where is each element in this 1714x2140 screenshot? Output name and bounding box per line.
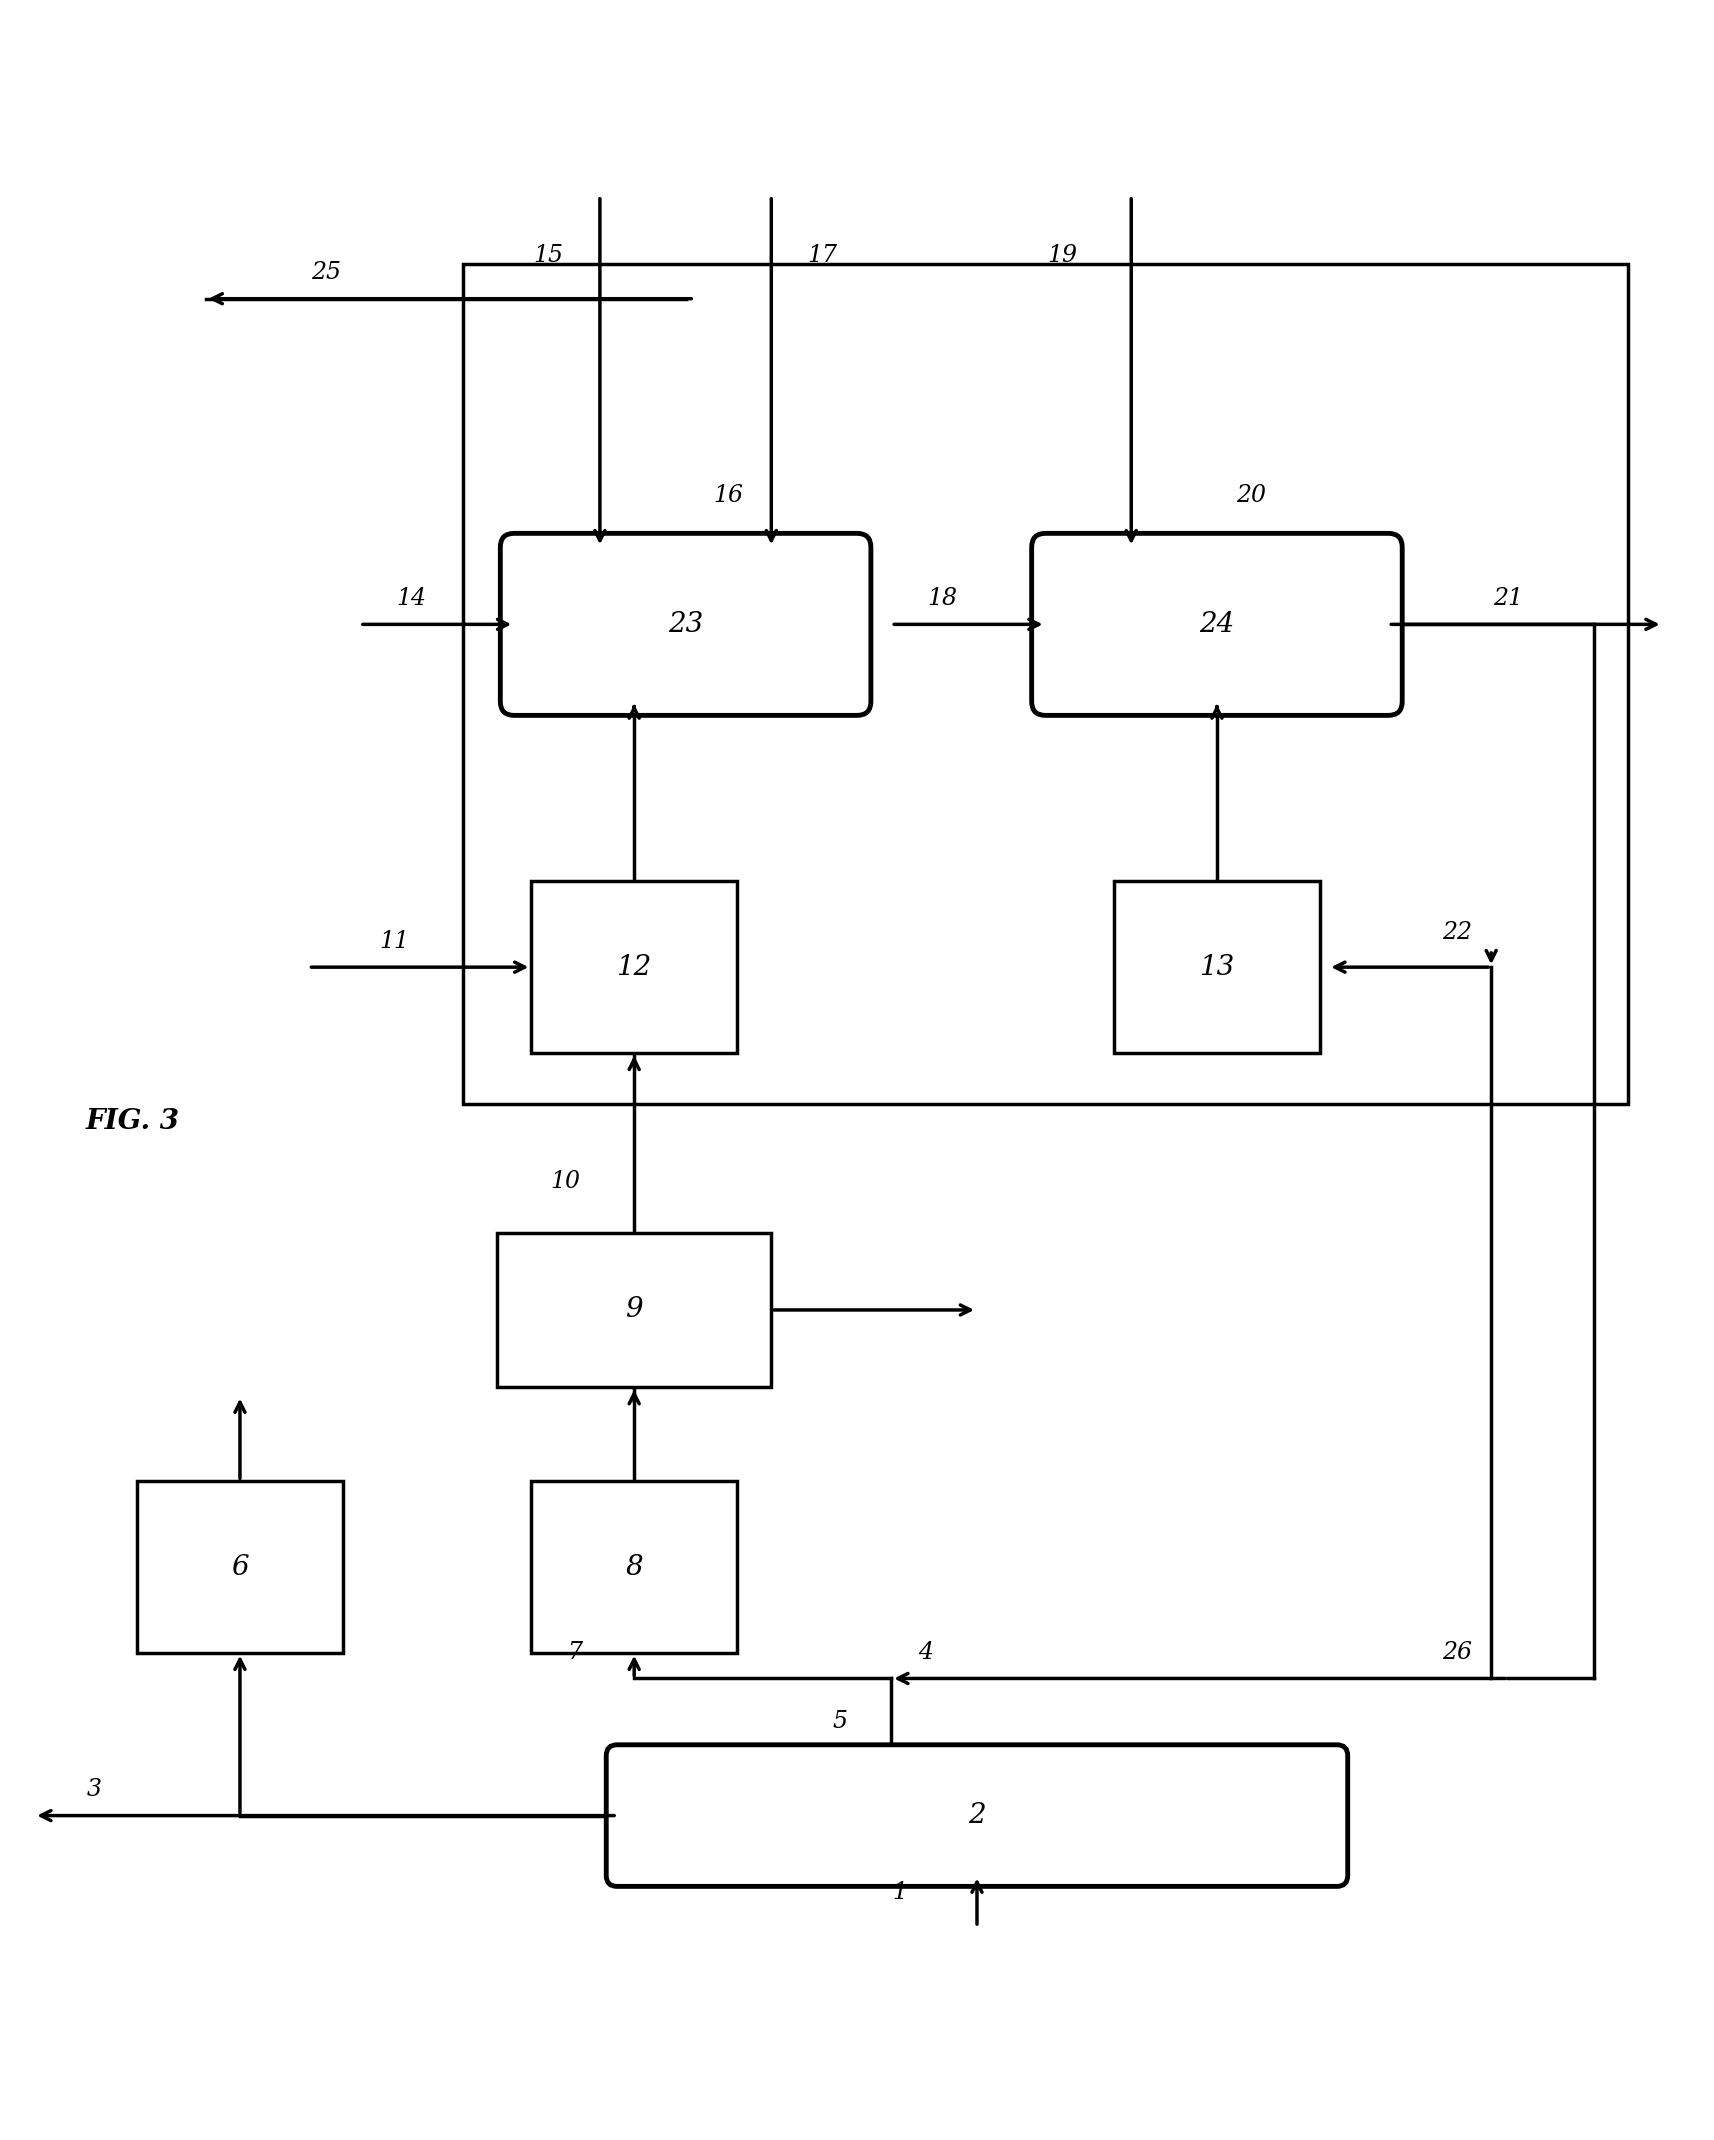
Text: 1: 1	[893, 1881, 907, 1905]
Text: 18: 18	[927, 586, 958, 610]
Text: 7: 7	[567, 1641, 581, 1665]
Text: 19: 19	[1047, 244, 1078, 268]
Bar	[137, 1481, 343, 1652]
Bar	[531, 1481, 737, 1652]
Text: 2: 2	[968, 1802, 986, 1830]
Text: 5: 5	[833, 1710, 847, 1733]
Text: 23: 23	[668, 610, 703, 638]
Text: 20: 20	[1236, 484, 1267, 507]
Text: 10: 10	[550, 1171, 581, 1192]
Text: 11: 11	[379, 931, 410, 952]
Text: 15: 15	[533, 244, 564, 268]
Text: 3: 3	[87, 1778, 101, 1802]
Bar	[531, 882, 737, 1053]
Text: 24: 24	[1200, 610, 1234, 638]
Text: 21: 21	[1493, 586, 1524, 610]
Text: 22: 22	[1441, 922, 1472, 944]
FancyBboxPatch shape	[607, 1744, 1347, 1885]
FancyBboxPatch shape	[1032, 533, 1402, 715]
Text: FIG. 3: FIG. 3	[86, 1109, 180, 1134]
Text: 9: 9	[626, 1297, 643, 1323]
Text: 14: 14	[396, 586, 427, 610]
FancyBboxPatch shape	[500, 533, 871, 715]
Text: 16: 16	[713, 484, 744, 507]
Text: 6: 6	[231, 1554, 249, 1581]
Text: 12: 12	[617, 954, 651, 980]
Bar	[463, 265, 1628, 1104]
Bar	[497, 1233, 771, 1387]
Text: 17: 17	[807, 244, 838, 268]
Text: 4: 4	[919, 1641, 932, 1665]
Text: 13: 13	[1200, 954, 1234, 980]
Text: 26: 26	[1441, 1641, 1472, 1665]
Text: 8: 8	[626, 1554, 643, 1581]
Bar	[1114, 882, 1320, 1053]
Text: 25: 25	[310, 261, 341, 285]
